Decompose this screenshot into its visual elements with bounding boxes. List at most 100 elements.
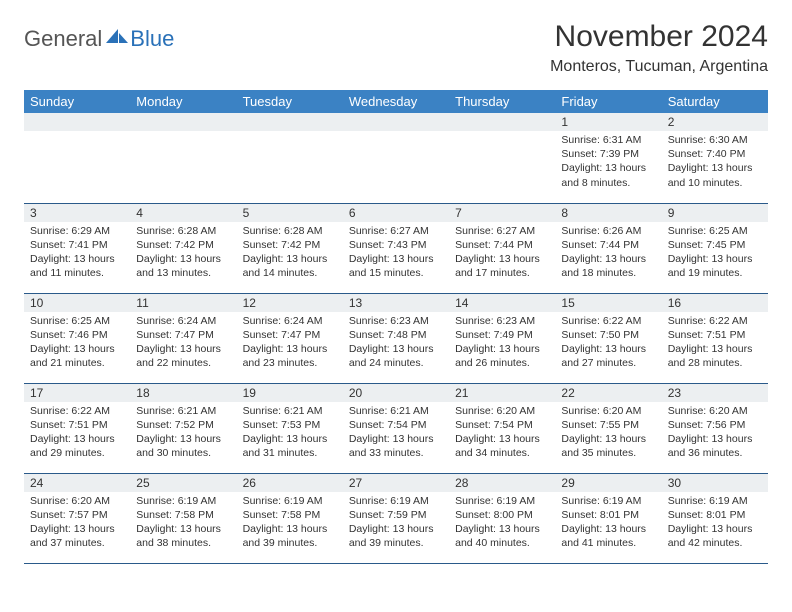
day-number: 9 [662,204,768,222]
weekday-header: Thursday [449,90,555,113]
daylight-text: Daylight: 13 hours and 17 minutes. [455,252,549,280]
day-number: 15 [555,294,661,312]
weekday-header: Monday [130,90,236,113]
daylight-text: Daylight: 13 hours and 18 minutes. [561,252,655,280]
daylight-text: Daylight: 13 hours and 22 minutes. [136,342,230,370]
empty-daynum [130,113,236,131]
calendar-cell: 4Sunrise: 6:28 AMSunset: 7:42 PMDaylight… [130,203,236,293]
sunset-text: Sunset: 7:43 PM [349,238,443,252]
calendar-cell: 14Sunrise: 6:23 AMSunset: 7:49 PMDayligh… [449,293,555,383]
daylight-text: Daylight: 13 hours and 14 minutes. [243,252,337,280]
day-content: Sunrise: 6:22 AMSunset: 7:50 PMDaylight:… [555,312,661,375]
daylight-text: Daylight: 13 hours and 27 minutes. [561,342,655,370]
day-number: 21 [449,384,555,402]
day-number: 28 [449,474,555,492]
calendar-cell: 24Sunrise: 6:20 AMSunset: 7:57 PMDayligh… [24,473,130,563]
daylight-text: Daylight: 13 hours and 24 minutes. [349,342,443,370]
sunset-text: Sunset: 7:50 PM [561,328,655,342]
calendar-cell [343,113,449,203]
weekday-header: Sunday [24,90,130,113]
sunrise-text: Sunrise: 6:22 AM [561,314,655,328]
sunrise-text: Sunrise: 6:19 AM [349,494,443,508]
day-content: Sunrise: 6:19 AMSunset: 8:00 PMDaylight:… [449,492,555,555]
weekday-header-row: Sunday Monday Tuesday Wednesday Thursday… [24,90,768,113]
sunrise-text: Sunrise: 6:28 AM [136,224,230,238]
sunset-text: Sunset: 8:01 PM [561,508,655,522]
day-number: 10 [24,294,130,312]
daylight-text: Daylight: 13 hours and 11 minutes. [30,252,124,280]
calendar-cell: 11Sunrise: 6:24 AMSunset: 7:47 PMDayligh… [130,293,236,383]
day-content: Sunrise: 6:27 AMSunset: 7:43 PMDaylight:… [343,222,449,285]
day-content: Sunrise: 6:24 AMSunset: 7:47 PMDaylight:… [237,312,343,375]
day-content: Sunrise: 6:20 AMSunset: 7:55 PMDaylight:… [555,402,661,465]
sunset-text: Sunset: 7:47 PM [136,328,230,342]
calendar-cell: 18Sunrise: 6:21 AMSunset: 7:52 PMDayligh… [130,383,236,473]
calendar-cell: 17Sunrise: 6:22 AMSunset: 7:51 PMDayligh… [24,383,130,473]
title-block: November 2024 Monteros, Tucuman, Argenti… [550,20,768,76]
sunset-text: Sunset: 7:47 PM [243,328,337,342]
daylight-text: Daylight: 13 hours and 15 minutes. [349,252,443,280]
daylight-text: Daylight: 13 hours and 30 minutes. [136,432,230,460]
daylight-text: Daylight: 13 hours and 35 minutes. [561,432,655,460]
sunset-text: Sunset: 7:44 PM [455,238,549,252]
sunrise-text: Sunrise: 6:20 AM [30,494,124,508]
sunrise-text: Sunrise: 6:24 AM [136,314,230,328]
sunrise-text: Sunrise: 6:23 AM [455,314,549,328]
logo-blue-text: Blue [130,26,174,52]
day-content: Sunrise: 6:19 AMSunset: 8:01 PMDaylight:… [555,492,661,555]
calendar-cell: 23Sunrise: 6:20 AMSunset: 7:56 PMDayligh… [662,383,768,473]
day-number: 24 [24,474,130,492]
sunrise-text: Sunrise: 6:21 AM [136,404,230,418]
sunrise-text: Sunrise: 6:27 AM [455,224,549,238]
calendar-row: 17Sunrise: 6:22 AMSunset: 7:51 PMDayligh… [24,383,768,473]
sunrise-text: Sunrise: 6:22 AM [30,404,124,418]
day-content: Sunrise: 6:30 AMSunset: 7:40 PMDaylight:… [662,131,768,194]
empty-daynum [449,113,555,131]
calendar-cell: 21Sunrise: 6:20 AMSunset: 7:54 PMDayligh… [449,383,555,473]
day-number: 14 [449,294,555,312]
sunrise-text: Sunrise: 6:21 AM [349,404,443,418]
daylight-text: Daylight: 13 hours and 41 minutes. [561,522,655,550]
daylight-text: Daylight: 13 hours and 23 minutes. [243,342,337,370]
sunrise-text: Sunrise: 6:19 AM [455,494,549,508]
sunrise-text: Sunrise: 6:19 AM [136,494,230,508]
location-text: Monteros, Tucuman, Argentina [550,58,768,76]
sunset-text: Sunset: 7:48 PM [349,328,443,342]
weekday-header: Wednesday [343,90,449,113]
calendar-cell [24,113,130,203]
calendar-cell: 7Sunrise: 6:27 AMSunset: 7:44 PMDaylight… [449,203,555,293]
sunset-text: Sunset: 7:45 PM [668,238,762,252]
sunset-text: Sunset: 7:59 PM [349,508,443,522]
day-content: Sunrise: 6:21 AMSunset: 7:54 PMDaylight:… [343,402,449,465]
calendar-cell: 19Sunrise: 6:21 AMSunset: 7:53 PMDayligh… [237,383,343,473]
sunset-text: Sunset: 7:42 PM [243,238,337,252]
daylight-text: Daylight: 13 hours and 40 minutes. [455,522,549,550]
day-number: 7 [449,204,555,222]
day-content: Sunrise: 6:27 AMSunset: 7:44 PMDaylight:… [449,222,555,285]
sunrise-text: Sunrise: 6:25 AM [30,314,124,328]
sunset-text: Sunset: 7:44 PM [561,238,655,252]
sunset-text: Sunset: 7:46 PM [30,328,124,342]
sunrise-text: Sunrise: 6:19 AM [561,494,655,508]
day-number: 20 [343,384,449,402]
day-content: Sunrise: 6:20 AMSunset: 7:57 PMDaylight:… [24,492,130,555]
sunset-text: Sunset: 7:42 PM [136,238,230,252]
calendar-cell: 16Sunrise: 6:22 AMSunset: 7:51 PMDayligh… [662,293,768,383]
daylight-text: Daylight: 13 hours and 39 minutes. [243,522,337,550]
calendar-cell: 26Sunrise: 6:19 AMSunset: 7:58 PMDayligh… [237,473,343,563]
calendar-cell: 5Sunrise: 6:28 AMSunset: 7:42 PMDaylight… [237,203,343,293]
logo-general-text: General [24,26,102,52]
calendar-cell: 30Sunrise: 6:19 AMSunset: 8:01 PMDayligh… [662,473,768,563]
sunrise-text: Sunrise: 6:29 AM [30,224,124,238]
sunrise-text: Sunrise: 6:19 AM [668,494,762,508]
calendar-cell: 15Sunrise: 6:22 AMSunset: 7:50 PMDayligh… [555,293,661,383]
calendar-cell [237,113,343,203]
sunrise-text: Sunrise: 6:20 AM [455,404,549,418]
sunset-text: Sunset: 7:51 PM [668,328,762,342]
daylight-text: Daylight: 13 hours and 42 minutes. [668,522,762,550]
daylight-text: Daylight: 13 hours and 21 minutes. [30,342,124,370]
sunset-text: Sunset: 7:52 PM [136,418,230,432]
day-content: Sunrise: 6:28 AMSunset: 7:42 PMDaylight:… [237,222,343,285]
day-number: 2 [662,113,768,131]
daylight-text: Daylight: 13 hours and 33 minutes. [349,432,443,460]
